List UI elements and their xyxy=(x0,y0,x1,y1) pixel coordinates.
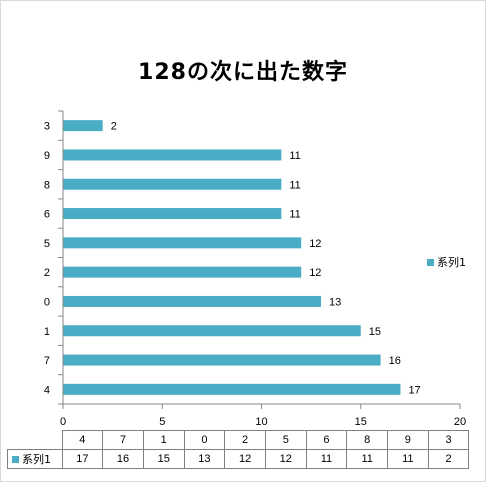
bar-8 xyxy=(63,178,282,190)
x-tick-label-0: 0 xyxy=(60,416,66,428)
data-table-category-cell: 5 xyxy=(264,430,307,450)
data-label-7: 16 xyxy=(389,355,401,367)
data-label-6: 11 xyxy=(289,209,300,221)
legend-swatch xyxy=(427,258,434,266)
data-table-swatch xyxy=(12,456,19,463)
data-table-value-cell: 17 xyxy=(61,449,104,469)
data-label-4: 17 xyxy=(408,384,420,396)
data-table-value-cell: 12 xyxy=(264,449,307,469)
x-tick-label-10: 10 xyxy=(255,416,267,428)
data-table-value-cell: 11 xyxy=(305,449,348,469)
bars-group xyxy=(63,120,401,395)
data-table-value-cell: 2 xyxy=(427,449,470,469)
category-label-8: 8 xyxy=(44,179,50,191)
data-labels-group: 2 11 11 11 12 12 13 15 16 17 xyxy=(111,121,421,397)
data-table-series-head: 系列1 xyxy=(7,449,63,469)
bar-3 xyxy=(63,120,103,132)
x-tick-labels-group: 0 5 10 15 20 xyxy=(60,416,466,428)
data-table-series-name: 系列1 xyxy=(22,453,51,466)
data-label-5: 12 xyxy=(309,238,321,250)
axis-ticks-group xyxy=(58,110,461,409)
data-table-category-cell: 9 xyxy=(387,430,429,450)
data-table-value-cell: 13 xyxy=(183,449,226,469)
data-table-category-cell: 4 xyxy=(61,430,104,450)
x-tick-label-20: 20 xyxy=(454,416,466,428)
data-label-9: 11 xyxy=(289,150,300,162)
data-table-value-cell: 16 xyxy=(102,449,144,469)
legend: 系列1 xyxy=(427,254,466,270)
x-tick-label-5: 5 xyxy=(159,416,165,428)
data-table-value-cell: 11 xyxy=(387,449,429,469)
category-label-7: 7 xyxy=(44,355,50,367)
category-label-2: 2 xyxy=(44,267,50,279)
category-label-5: 5 xyxy=(44,238,50,250)
data-label-0: 13 xyxy=(329,296,341,308)
data-label-2: 12 xyxy=(309,267,321,279)
data-table-corner xyxy=(8,431,63,450)
data-table-category-cell: 2 xyxy=(224,430,266,450)
data-table-category-cell: 1 xyxy=(142,430,185,450)
bar-5 xyxy=(63,237,302,249)
data-table-value-cell: 15 xyxy=(142,449,185,469)
data-table-value-cell: 11 xyxy=(346,449,388,469)
data-table-category-cell: 8 xyxy=(346,430,388,450)
x-tick-label-15: 15 xyxy=(355,416,367,428)
data-table-category-cell: 3 xyxy=(427,430,470,450)
category-label-6: 6 xyxy=(44,209,50,221)
data-table-category-cell: 0 xyxy=(183,430,226,450)
data-table-category-cell: 6 xyxy=(305,430,348,450)
bar-0 xyxy=(63,295,322,307)
chart-title: 128の次に出た数字 xyxy=(138,60,348,85)
category-label-1: 1 xyxy=(44,326,50,338)
bar-9 xyxy=(63,149,282,161)
bar-1 xyxy=(63,325,361,337)
category-label-3: 3 xyxy=(44,121,50,133)
bar-4 xyxy=(63,383,401,395)
data-table-value-cell: 12 xyxy=(224,449,266,469)
bar-6 xyxy=(63,208,282,220)
data-table-category-cell: 7 xyxy=(102,430,144,450)
data-label-3: 2 xyxy=(111,121,117,133)
category-label-4: 4 xyxy=(44,384,50,396)
data-label-8: 11 xyxy=(289,179,300,191)
category-label-9: 9 xyxy=(44,150,50,162)
category-labels-group: 3 9 8 6 5 2 0 1 7 4 xyxy=(44,121,50,397)
data-table-value-row: 系列1 17 16 15 13 12 12 11 11 11 2 xyxy=(7,449,470,469)
data-label-1: 15 xyxy=(369,326,381,338)
bar-2 xyxy=(63,266,302,278)
category-label-0: 0 xyxy=(44,296,50,308)
legend-label: 系列1 xyxy=(437,256,466,269)
bar-7 xyxy=(63,354,381,366)
